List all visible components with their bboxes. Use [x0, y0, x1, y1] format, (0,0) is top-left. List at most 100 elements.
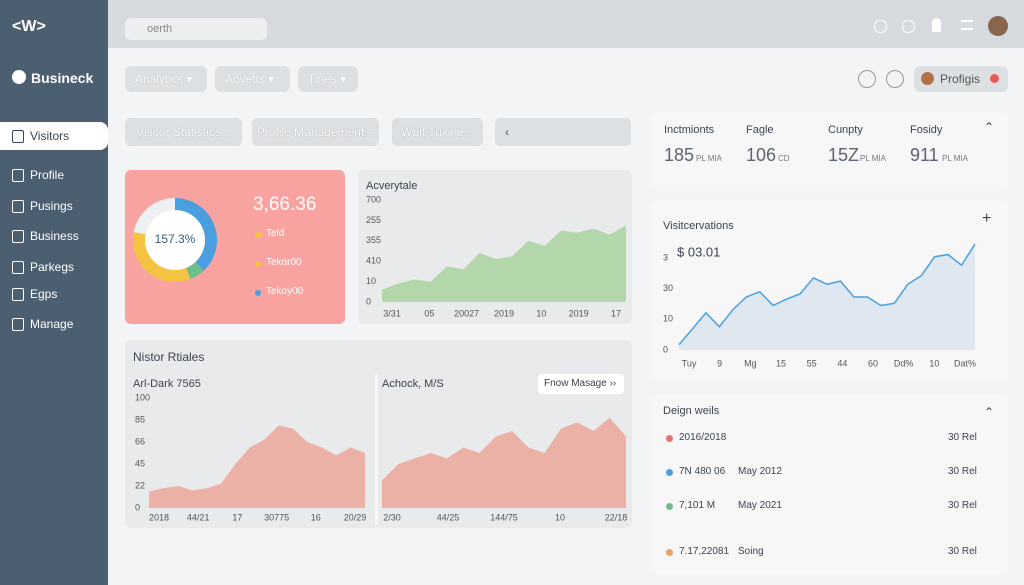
row-cell: 30 Rel: [948, 500, 977, 511]
brand: Busineck: [31, 70, 94, 86]
brand-icon: [12, 70, 26, 84]
chart-title: Acverytale: [366, 180, 417, 192]
x-tick-label: Dd%: [894, 358, 914, 368]
show-button[interactable]: Fnow Masage ››: [538, 374, 624, 394]
chart-subtitle: $ 03.01: [677, 244, 720, 259]
badge: [990, 74, 999, 83]
filter-label: Aoyetts: [225, 72, 266, 86]
y-tick-label: 30: [663, 283, 673, 293]
icon[interactable]: [858, 70, 876, 88]
nav-item[interactable]: Parkegs: [0, 253, 108, 281]
y-tick-label: 22: [135, 480, 145, 490]
avatar: [921, 72, 934, 85]
x-tick-label: 05: [424, 308, 434, 318]
x-tick-label: Tuy: [682, 358, 697, 368]
x-tick-label: 20/29: [344, 512, 367, 522]
filter[interactable]: Tines ▾: [298, 66, 358, 92]
donut-segment: [185, 261, 204, 280]
row-cell: 7,101 M: [679, 500, 716, 511]
x-tick-label: 10: [555, 512, 565, 522]
donut: [133, 198, 217, 282]
tab[interactable]: Visitor Statistics...: [125, 118, 242, 146]
y-tick-label: 10: [663, 314, 673, 324]
row-cell: Soing: [738, 546, 764, 557]
stats-card: ⌃: [652, 112, 1008, 190]
list-card: Deign weils ⌃: [652, 395, 1008, 575]
x-tick-label: 2019: [569, 308, 589, 318]
x-tick-label: 44/25: [437, 512, 460, 522]
row-dot: [666, 503, 673, 510]
stat-unit: CD: [778, 154, 790, 163]
donut-center: 157.3%: [154, 232, 196, 246]
nav-item[interactable]: Profile: [0, 161, 108, 189]
nav-item[interactable]: Manage: [0, 310, 108, 338]
chart-title: Arl-Dark 7565: [133, 378, 201, 390]
x-tick-label: 2/30: [383, 512, 401, 522]
x-tick-label: 22/18: [605, 512, 628, 522]
topbar: oerth: [108, 0, 1024, 48]
y-tick-label: 255: [366, 215, 381, 225]
stat-label: Fagle: [746, 124, 774, 136]
y-tick-label: 355: [366, 235, 381, 245]
nav-item[interactable]: Business: [0, 222, 108, 250]
stat-value: 185: [664, 145, 695, 165]
chart-title: Achock, M/S: [382, 378, 444, 390]
icon[interactable]: [874, 20, 887, 33]
divider: [375, 375, 378, 525]
stat-value: 911: [910, 145, 939, 165]
x-tick-label: 44: [837, 358, 847, 368]
x-tick-label: 2019: [494, 308, 514, 318]
show-button-label: Fnow Masage: [544, 378, 607, 389]
search[interactable]: oerth: [125, 18, 267, 40]
row-cell: 30 Rel: [948, 466, 977, 477]
y-tick-label: 85: [135, 414, 145, 424]
donut-segment: [133, 232, 191, 282]
nav-item[interactable]: Visitors: [0, 122, 108, 150]
x-tick-label: 15: [776, 358, 786, 368]
summary-card: 157.3% 3,66.36 Teld Tekor00 Tekoy00: [125, 170, 345, 324]
filter[interactable]: Analytics ▾: [125, 66, 207, 92]
legend-label: Tekoy00: [266, 286, 304, 297]
nav-item[interactable]: Egps: [0, 280, 108, 308]
tab[interactable]: Wbit Tuxine...: [392, 118, 483, 146]
legend-dot: [255, 290, 261, 296]
row-cell: 2016/2018: [679, 432, 727, 443]
list-title: Deign weils: [663, 405, 720, 417]
stat-label: Inctmionts: [664, 124, 715, 136]
tab-back[interactable]: ‹: [495, 118, 631, 146]
tab[interactable]: Profile Management...: [252, 118, 379, 146]
x-tick-label: 144/75: [490, 512, 518, 522]
stat-value: 15Z: [828, 145, 860, 165]
area: [149, 425, 365, 508]
x-tick-label: 2018: [149, 512, 169, 522]
x-tick-label: 10: [536, 308, 546, 318]
filter[interactable]: Aoyetts ▾: [215, 66, 290, 92]
summary-value: 3,66.36: [253, 194, 317, 215]
legend-dot: [255, 261, 261, 267]
y-tick-label: 410: [366, 256, 381, 266]
nav-item[interactable]: Pusings: [0, 192, 108, 220]
icon[interactable]: [886, 70, 904, 88]
section-title: Nistor Rtiales: [133, 350, 205, 364]
x-tick-label: 44/21: [187, 512, 210, 522]
avatar[interactable]: [988, 16, 1008, 36]
y-tick-label: 100: [135, 392, 150, 402]
user-icon[interactable]: [932, 18, 941, 32]
x-tick-label: Dat%: [954, 358, 976, 368]
sidebar: <W> Busineck Visitors Profile Pusings Busin…: [0, 0, 108, 585]
y-tick-label: 0: [663, 344, 668, 354]
icon[interactable]: [902, 20, 915, 33]
line: [678, 243, 976, 346]
row-cell: 30 Rel: [948, 546, 977, 557]
row-dot: [666, 435, 673, 442]
x-tick-label: 3/31: [383, 308, 401, 318]
donut-segment: [174, 198, 217, 271]
x-tick-label: 9: [717, 358, 722, 368]
x-tick-label: 30775: [264, 512, 289, 522]
filter-label: Tines: [308, 72, 337, 86]
menu-icon[interactable]: [961, 20, 973, 30]
legend-dot: [255, 232, 261, 238]
y-tick-label: 700: [366, 194, 381, 204]
area-chart: Acverytale 700 255 355 410 10 0 3/31 05 20027 2019…: [366, 180, 626, 318]
